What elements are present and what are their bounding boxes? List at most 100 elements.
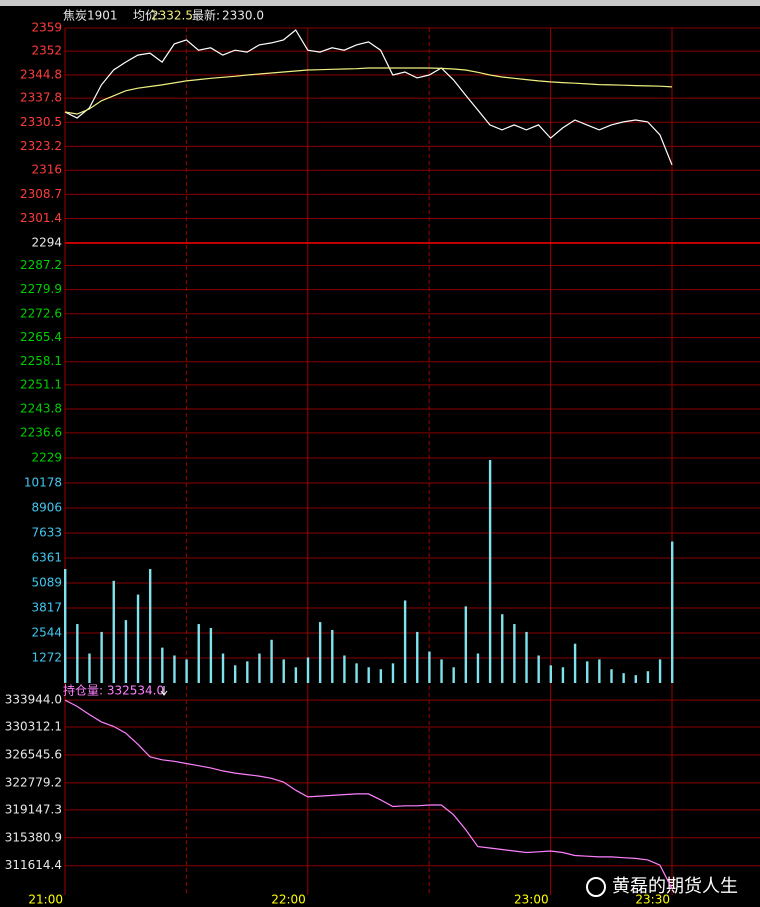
avg-label: 均价: — [133, 9, 161, 23]
volume-bar — [221, 653, 225, 683]
volume-bar — [464, 606, 468, 683]
volume-bar — [355, 663, 358, 683]
x-tick-label: 23:30 — [635, 893, 670, 907]
y-tick-label: 2243.8 — [20, 402, 62, 416]
y-tick-label: 1272 — [31, 651, 62, 665]
y-tick-label: 315380.9 — [5, 830, 62, 844]
volume-bar — [246, 661, 249, 683]
avg-value: 2332.5 — [151, 9, 193, 23]
y-tick-label: 2544 — [31, 626, 62, 640]
series-line — [64, 29, 673, 166]
down-arrow — [160, 686, 168, 696]
volume-bar — [658, 659, 662, 683]
volume-bar — [173, 655, 176, 683]
volume-bar — [282, 659, 285, 683]
y-tick-label: 2287.2 — [20, 258, 62, 272]
volume-bar — [233, 665, 237, 683]
volume-bar — [525, 631, 528, 683]
volume-bar — [416, 631, 419, 683]
last-value: 2330.0 — [222, 9, 264, 23]
volume-bar — [537, 655, 540, 683]
y-tick-label: 330312.1 — [5, 720, 62, 734]
volume-bar — [501, 614, 504, 683]
y-tick-label: 2337.8 — [20, 91, 62, 105]
volume-bar — [598, 659, 601, 683]
volume-bar — [136, 594, 140, 683]
y-tick-label: 2323.2 — [20, 139, 62, 153]
volume-bar — [403, 600, 407, 683]
x-tick-label: 23:00 — [514, 893, 549, 907]
y-tick-label: 2359 — [31, 21, 62, 35]
y-tick-label: 5089 — [31, 575, 62, 589]
volume-bar — [646, 671, 650, 683]
y-tick-label: 311614.4 — [5, 858, 62, 872]
y-tick-label: 2308.7 — [20, 187, 62, 201]
y-tick-label: 2344.8 — [20, 67, 62, 81]
y-tick-label: 7633 — [31, 526, 62, 540]
volume-bar — [124, 620, 128, 683]
oi-title: 持仓量: 332534.0 — [63, 683, 164, 698]
volume-bar — [148, 569, 152, 683]
volume-bar — [440, 659, 443, 683]
volume-bar — [197, 624, 200, 683]
volume-bar — [622, 673, 625, 683]
y-tick-label: 333944.0 — [5, 693, 62, 707]
y-tick-label: 2330.5 — [20, 115, 62, 129]
volume-bar — [100, 631, 103, 683]
toolbar — [0, 0, 760, 6]
volume-bar — [671, 541, 674, 683]
volume-bar — [64, 569, 67, 683]
y-tick-label: 2352 — [31, 44, 62, 58]
y-tick-label: 2316 — [31, 163, 62, 177]
y-tick-label: 3817 — [31, 600, 62, 614]
volume-bar — [306, 657, 310, 683]
y-tick-label: 2251.1 — [20, 377, 62, 391]
volume-bar — [112, 580, 115, 683]
y-tick-label: 2301.4 — [20, 211, 62, 225]
y-tick-label: 319147.3 — [5, 802, 62, 816]
y-tick-label: 8906 — [31, 500, 62, 514]
volume-bar — [270, 639, 273, 683]
y-tick-label: 2258.1 — [20, 354, 62, 368]
x-tick-label: 21:00 — [28, 893, 63, 907]
volume-bar — [367, 667, 370, 683]
volume-bar — [476, 653, 480, 683]
y-tick-label: 326545.6 — [5, 747, 62, 761]
y-tick-label: 10178 — [24, 475, 62, 489]
volume-bar — [634, 675, 637, 683]
volume-bar — [513, 624, 516, 683]
volume-bar — [549, 665, 552, 683]
volume-bar — [76, 624, 79, 683]
volume-bar — [561, 667, 565, 683]
volume-bar — [391, 663, 395, 683]
y-tick-label: 2279.9 — [20, 282, 62, 296]
volume-bar — [452, 667, 455, 683]
y-tick-label: 2272.6 — [20, 306, 62, 320]
volume-bar — [331, 629, 334, 683]
y-tick-label: 2229 — [31, 451, 62, 465]
watermark: 黄磊的期货人生 — [612, 876, 738, 897]
volume-bar — [610, 669, 613, 683]
volume-bar — [209, 627, 213, 683]
volume-bar — [318, 622, 322, 683]
y-tick-label: 2294 — [31, 236, 62, 250]
y-tick-label: 2236.6 — [20, 425, 62, 439]
volume-bar — [258, 653, 261, 683]
y-tick-label: 6361 — [31, 551, 62, 565]
volume-bar — [161, 647, 164, 683]
volume-bar — [185, 659, 188, 683]
x-tick-label: 22:00 — [271, 893, 306, 907]
volume-bar — [379, 669, 383, 683]
volume-bar — [488, 459, 492, 683]
volume-bar — [88, 653, 91, 683]
symbol: 焦炭1901 — [63, 9, 118, 23]
weibo-icon — [586, 877, 606, 897]
volume-bar — [343, 655, 346, 683]
volume-bar — [428, 651, 431, 683]
volume-bar — [573, 643, 577, 683]
series-line — [64, 699, 673, 890]
y-tick-label: 322779.2 — [5, 775, 62, 789]
volume-bar — [294, 667, 298, 683]
